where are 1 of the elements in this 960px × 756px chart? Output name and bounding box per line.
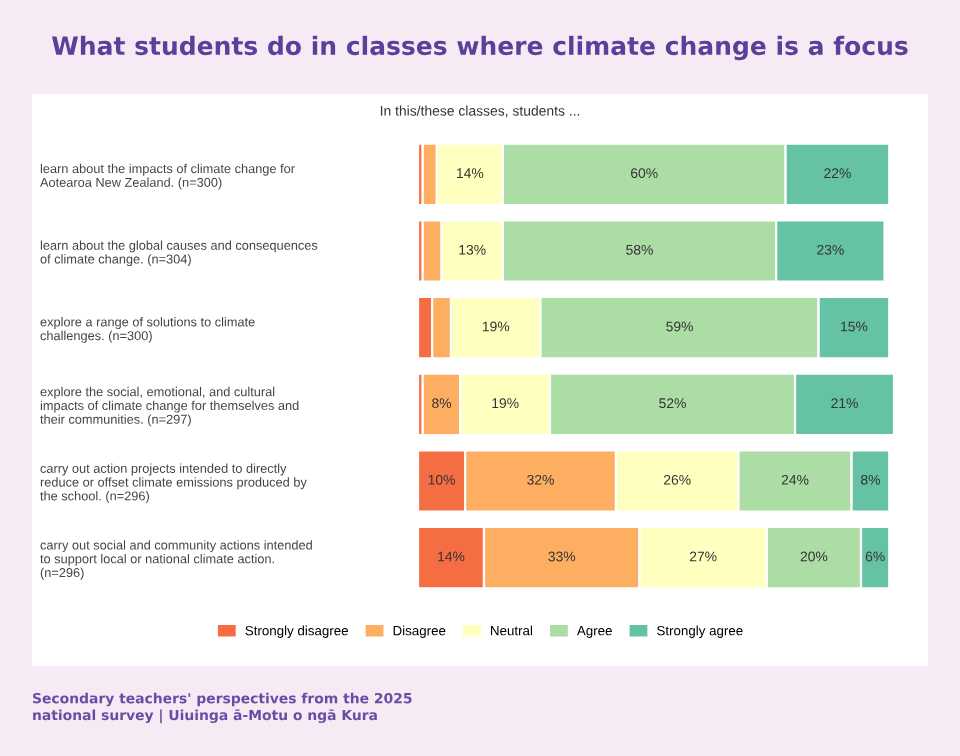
chart-title: What students do in classes where climate change is a focus: [51, 35, 908, 61]
